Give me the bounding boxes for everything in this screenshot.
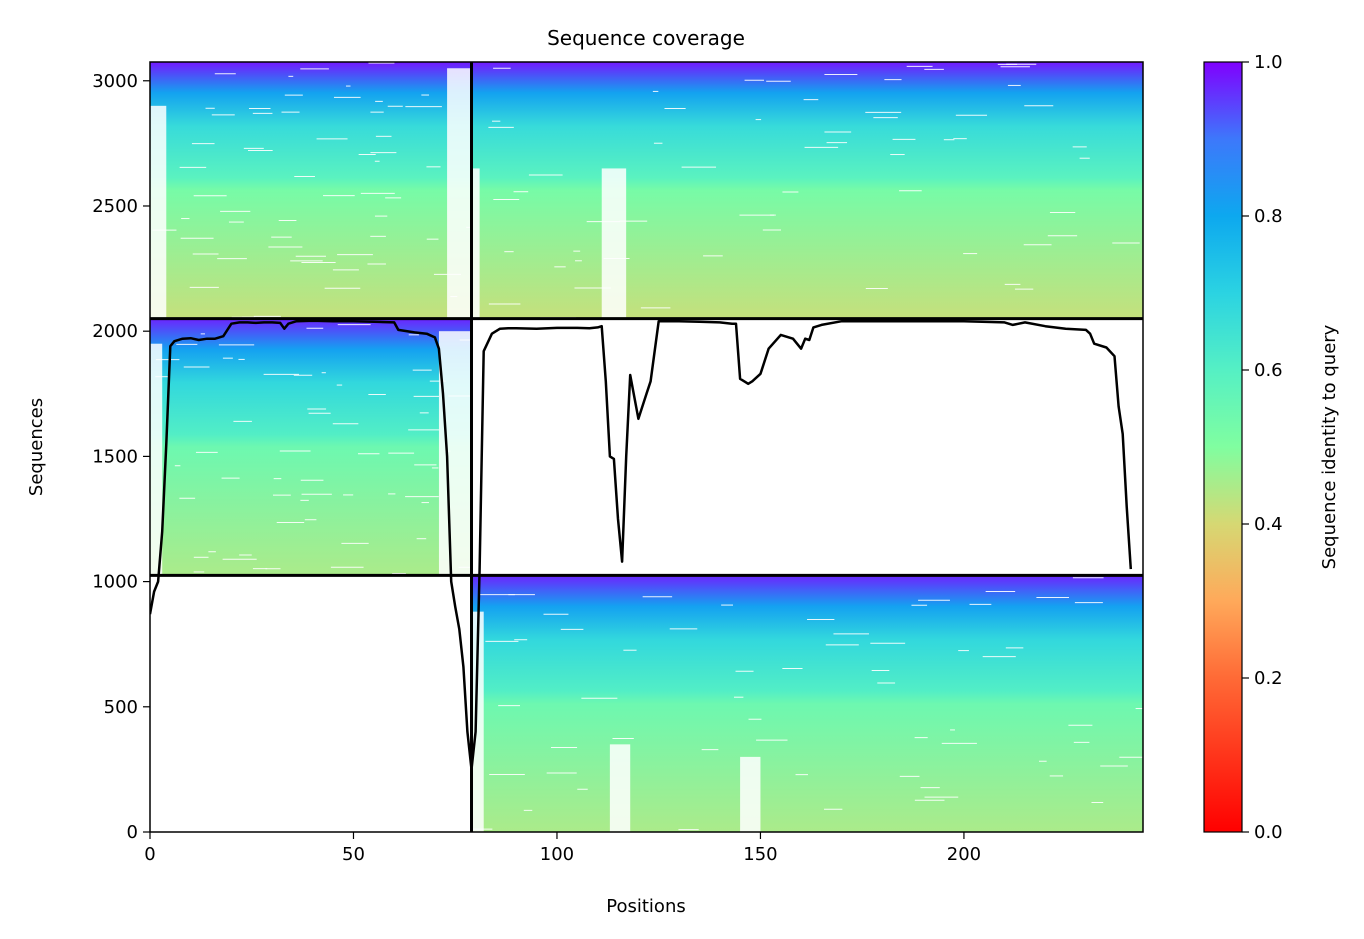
coverage-block-0 (150, 62, 472, 319)
x-tick-label: 150 (743, 844, 777, 865)
colorbar-tick-label: 0.0 (1254, 822, 1283, 843)
gap-region-1 (447, 68, 472, 319)
coverage-blocks (150, 62, 1143, 832)
x-tick-label: 50 (342, 844, 365, 865)
y-tick-label: 3000 (92, 71, 138, 92)
y-tick-label: 2500 (92, 196, 138, 217)
y-axis-label: Sequences (26, 398, 47, 496)
colorbar-tick-label: 0.2 (1254, 668, 1283, 689)
colorbar-tick-label: 0.4 (1254, 514, 1283, 535)
colorbar-tick-label: 1.0 (1254, 52, 1283, 73)
gap-region-6 (471, 611, 484, 832)
coverage-gaps (150, 68, 761, 832)
gap-region-7 (609, 744, 631, 832)
x-tick-label: 0 (144, 844, 155, 865)
colorbar-label: Sequence identity to query (1319, 324, 1340, 569)
gap-region-0 (150, 105, 167, 319)
gap-region-3 (601, 168, 627, 319)
y-tick-label: 1000 (92, 572, 138, 593)
coverage-line (150, 319, 1133, 771)
x-axis-label: Positions (606, 896, 685, 917)
coverage-block-1 (471, 62, 1143, 319)
colorbar-tick-label: 0.8 (1254, 206, 1283, 227)
chart-title: Sequence coverage (547, 26, 745, 50)
gap-region-4 (150, 343, 163, 576)
coverage-block-5 (471, 575, 1143, 832)
colorbar-ticks: 0.0 0.2 0.4 0.6 0.8 1.0 (1242, 52, 1283, 843)
gap-region-8 (740, 756, 761, 832)
block-dividers (150, 62, 1143, 832)
plot-frame (149, 61, 1144, 833)
colorbar-tick-label: 0.6 (1254, 360, 1283, 381)
x-tick-label: 200 (947, 844, 981, 865)
y-tick-label: 0 (127, 822, 138, 843)
x-axis: 0 50 100 150 200 (144, 832, 981, 865)
y-axis: 0 500 1000 1500 2000 2500 3000 (92, 71, 150, 843)
coverage-block-2 (150, 318, 472, 576)
gap-region-2 (471, 168, 480, 319)
x-tick-label: 100 (540, 844, 574, 865)
y-tick-label: 2000 (92, 321, 138, 342)
y-tick-label: 1500 (92, 446, 138, 467)
colorbar (1203, 61, 1243, 833)
gap-region-5 (438, 331, 472, 576)
y-tick-label: 500 (104, 697, 138, 718)
plot-area (150, 62, 1143, 832)
